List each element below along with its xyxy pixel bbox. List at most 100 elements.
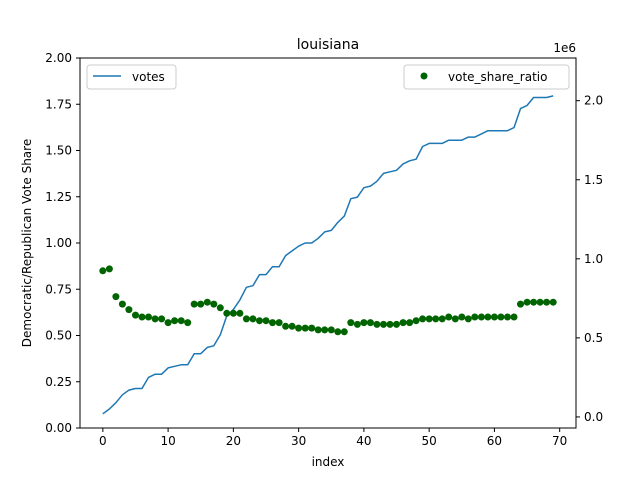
vote-share-point <box>419 315 427 323</box>
y2-offset-label: 1e6 <box>553 41 576 55</box>
vote-share-point <box>308 324 316 332</box>
vote-share-point <box>549 298 557 306</box>
vote-share-point <box>118 300 126 308</box>
y-axis-label: Democratic/Republican Vote Share <box>20 139 34 347</box>
x-tick-label: 50 <box>422 434 437 448</box>
vote-share-point <box>314 326 322 334</box>
vote-share-point <box>321 326 329 334</box>
vote-share-point <box>543 298 551 306</box>
vote-share-point <box>295 324 303 332</box>
vote-share-point <box>412 317 420 325</box>
vote-share-point <box>366 319 374 327</box>
y2-tick-label: 1.5 <box>584 173 603 187</box>
vote-share-point <box>236 309 244 317</box>
y-tick-label: 0.25 <box>45 375 72 389</box>
vote-share-point <box>477 313 485 321</box>
vote-share-point <box>112 293 120 301</box>
legend-vote-share-ratio: vote_share_ratio <box>403 64 570 90</box>
y-tick-label: 1.75 <box>45 97 72 111</box>
vote-share-point <box>458 313 466 321</box>
legend-ratio-label: vote_share_ratio <box>448 70 547 84</box>
vote-share-point <box>464 315 472 323</box>
legend-ratio-box <box>403 64 570 90</box>
x-tick-label: 10 <box>160 434 175 448</box>
vote-share-point <box>425 315 433 323</box>
vote-share-point <box>145 313 152 321</box>
vote-share-point <box>490 313 498 321</box>
vote-share-point <box>125 306 133 314</box>
vote-share-point <box>288 322 296 330</box>
vote-share-point <box>517 300 524 308</box>
votes-line <box>102 95 554 415</box>
y-tick-label: 0.50 <box>45 329 72 343</box>
vote-share-point <box>510 313 518 321</box>
vote-share-point <box>380 320 387 328</box>
vote-share-point <box>269 319 276 327</box>
vote-share-point <box>177 317 185 325</box>
x-tick-label: 20 <box>226 434 241 448</box>
vote-share-point <box>451 315 459 323</box>
vote-share-point <box>536 298 544 306</box>
vote-share-point <box>275 319 283 327</box>
plot-area <box>99 95 557 415</box>
vote-share-point <box>242 315 250 323</box>
vote-share-point <box>340 328 348 336</box>
vote-share-point <box>138 313 146 321</box>
y2-tick-label: 1.0 <box>584 252 603 266</box>
vote-share-point <box>184 319 192 327</box>
y-tick-label: 1.25 <box>45 190 72 204</box>
vote-share-point <box>438 315 446 323</box>
vote-share-point <box>386 320 394 328</box>
vote-share-point <box>484 313 492 321</box>
vote-share-point <box>504 313 511 321</box>
y-tick-label: 2.00 <box>45 51 72 65</box>
y-tick-label: 0.00 <box>45 421 72 435</box>
vote-share-point <box>373 320 381 328</box>
vote-share-point <box>282 322 290 330</box>
vote-share-point <box>393 320 400 328</box>
vote-share-point <box>530 298 538 306</box>
legend-votes: votes <box>86 64 177 90</box>
y-tick-label: 1.50 <box>45 144 72 158</box>
vote-share-point <box>210 300 218 308</box>
chart-title: louisiana <box>297 37 359 53</box>
vote-share-point <box>432 315 440 323</box>
x-tick-label: 60 <box>487 434 502 448</box>
y2-tick-label: 0.0 <box>584 410 603 424</box>
vote-share-point <box>445 313 453 321</box>
vote-share-point <box>105 265 113 273</box>
vote-share-point <box>406 319 414 327</box>
x-tick-label: 30 <box>291 434 306 448</box>
vote-share-point <box>523 298 531 306</box>
vote-share-point <box>353 320 361 328</box>
axis-ticks: 0 10 20 30 40 50 60 70 0.00 0.25 0.50 0.75 1.00 1.25 1… <box>45 51 603 448</box>
vote-share-point <box>497 313 505 321</box>
vote-share-point <box>256 317 263 325</box>
vote-share-point <box>171 317 179 325</box>
y-tick-label: 0.75 <box>45 282 72 296</box>
vote-share-point <box>132 311 139 319</box>
vote-share-point <box>197 300 205 308</box>
legend-votes-box <box>86 64 177 90</box>
vote-share-point <box>301 324 309 332</box>
vote-share-point <box>399 319 407 327</box>
x-tick-label: 70 <box>552 434 567 448</box>
vote-share-point <box>334 328 342 336</box>
y2-tick-label: 2.0 <box>584 94 603 108</box>
vote-share-point <box>223 309 231 317</box>
legend-votes-label: votes <box>132 70 165 84</box>
y2-tick-label: 0.5 <box>584 331 603 345</box>
x-tick-label: 0 <box>99 434 107 448</box>
x-axis-label: index <box>312 455 345 469</box>
vote-share-point <box>158 315 166 323</box>
vote-share-point <box>164 319 172 327</box>
vote-share-point <box>249 315 257 323</box>
x-tick-label: 40 <box>356 434 371 448</box>
vote-share-point <box>229 309 237 317</box>
vote-share-point <box>471 313 479 321</box>
legend-ratio-marker <box>420 72 428 80</box>
vote-share-point <box>203 298 211 306</box>
vote-share-point <box>262 317 270 325</box>
vote-share-point <box>360 319 368 327</box>
